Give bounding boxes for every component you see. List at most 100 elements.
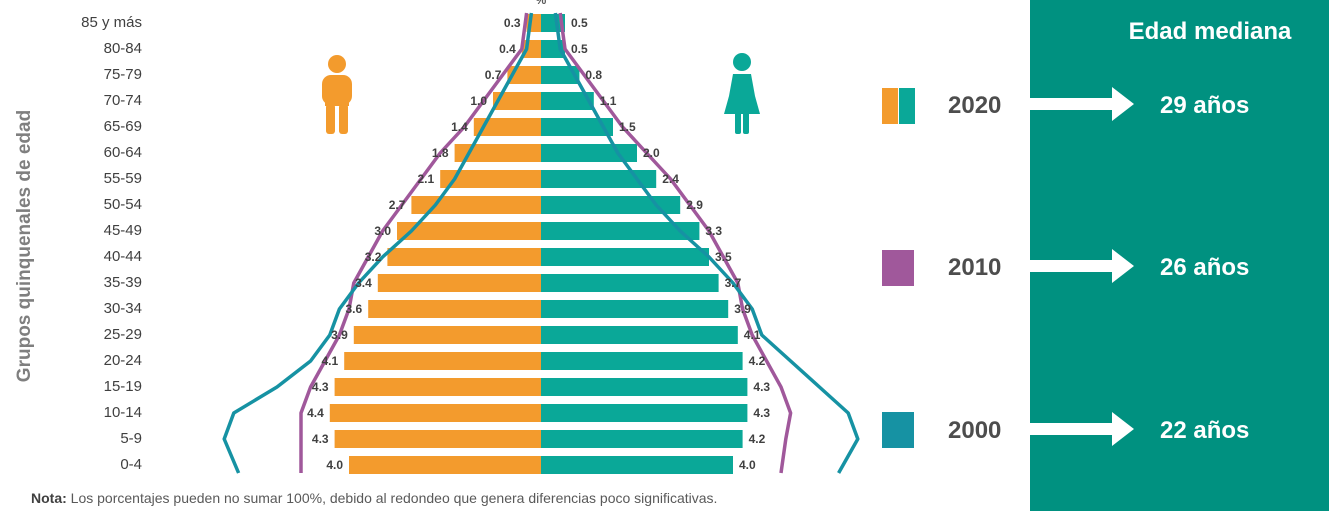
age-group-label: 55-59: [104, 170, 142, 187]
value-label-female: 2.0: [643, 146, 660, 160]
value-label-male: 4.0: [326, 458, 343, 472]
footnote-text: Los porcentajes pueden no sumar 100%, de…: [66, 490, 718, 506]
legend-year-2020: 2020: [948, 92, 1002, 119]
value-label-male: 3.9: [331, 328, 348, 342]
bar-male: [353, 326, 541, 344]
unit-label: %: [536, 0, 547, 7]
bar-male: [344, 352, 541, 370]
value-label-male: 0.3: [504, 16, 521, 30]
value-label-female: 4.0: [739, 458, 756, 472]
female-figure-icon: [724, 53, 760, 134]
age-group-label: 50-54: [104, 196, 142, 213]
value-label-male: 4.4: [307, 406, 324, 420]
value-label-male: 2.1: [418, 172, 435, 186]
value-label-male: 4.3: [312, 432, 329, 446]
value-label-male: 3.0: [374, 224, 391, 238]
bar-female: [541, 430, 743, 448]
age-group-label: 65-69: [104, 118, 142, 135]
y-axis-title: Grupos quinquenales de edad: [14, 110, 35, 382]
bar-female: [541, 144, 637, 162]
age-group-label: 60-64: [104, 144, 142, 161]
age-group-label: 15-19: [104, 378, 142, 395]
bar-male: [493, 92, 541, 110]
bar-female: [541, 118, 613, 136]
age-group-label: 40-44: [104, 248, 142, 265]
value-label-male: 3.6: [346, 302, 363, 316]
bar-male: [329, 404, 541, 422]
legend-row-2020: 2020 29 años: [0, 84, 1329, 124]
bar-male: [454, 144, 541, 162]
bar-male: [397, 222, 541, 240]
value-label-female: 4.3: [753, 406, 770, 420]
value-label-male: 3.2: [365, 250, 382, 264]
value-label-male: 1.0: [470, 94, 487, 108]
footnote: Nota: Los porcentajes pueden no sumar 10…: [31, 490, 717, 506]
legend-year-2000: 2000: [948, 417, 1002, 444]
value-label-female: 3.3: [705, 224, 722, 238]
value-label-male: 0.4: [499, 42, 516, 56]
legend-swatch-2020-female: [899, 88, 915, 124]
arrow-right-icon: [1030, 412, 1134, 446]
value-label-male: 4.3: [312, 380, 329, 394]
panel-title: Edad mediana: [1128, 18, 1292, 45]
bar-female: [541, 92, 594, 110]
bar-male: [473, 118, 541, 136]
arrow-right-icon: [1030, 87, 1134, 121]
age-group-label: 20-24: [104, 352, 142, 369]
arrow-right-icon: [1030, 249, 1134, 283]
footnote-label: Nota:: [31, 490, 67, 506]
age-group-label: 70-74: [104, 92, 142, 109]
value-label-female: 4.3: [753, 380, 770, 394]
outline-2000-female: [553, 12, 860, 474]
value-label-female: 2.4: [662, 172, 679, 186]
bar-male: [368, 300, 541, 318]
bar-male: [387, 248, 541, 266]
legend-swatch-2020-male: [882, 88, 898, 124]
value-label-female: 1.1: [600, 94, 617, 108]
bar-female: [541, 274, 719, 292]
outline-2010-female: [558, 12, 793, 474]
bar-female: [541, 352, 743, 370]
bar-female: [541, 248, 709, 266]
bar-male: [334, 430, 541, 448]
age-group-label: 10-14: [104, 404, 142, 421]
value-label-male: 3.4: [355, 276, 372, 290]
legend-row-2000: 2000 22 años: [0, 409, 1329, 449]
value-label-female: 2.9: [686, 198, 703, 212]
value-label-male: 1.4: [451, 120, 468, 134]
bar-male: [411, 196, 541, 214]
value-label-female: 4.1: [744, 328, 761, 342]
labels-layer: 85 y más 0.3 0.5 80-84 0.4 0.5 75-79 0.7 0.8 70-7…: [81, 14, 770, 473]
outline-2000-male: [222, 12, 534, 474]
value-label-male: 1.8: [432, 146, 449, 160]
bar-male: [377, 274, 541, 292]
age-group-label: 0-4: [120, 456, 142, 473]
median-age-2010: 26 años: [1160, 254, 1250, 281]
bar-female: [541, 66, 580, 84]
value-label-female: 0.5: [571, 42, 588, 56]
legend-swatch-2000: [882, 412, 914, 448]
median-age-2020: 29 años: [1160, 92, 1250, 119]
value-label-female: 3.5: [715, 250, 732, 264]
age-group-label: 75-79: [104, 66, 142, 83]
age-group-label: 5-9: [120, 430, 142, 447]
bar-female: [541, 404, 748, 422]
legend-year-2010: 2010: [948, 254, 1002, 281]
bar-male: [334, 378, 541, 396]
bar-female: [541, 456, 733, 474]
age-group-label: 85 y más: [81, 14, 142, 31]
value-label-female: 4.2: [749, 354, 766, 368]
value-label-male: 0.7: [485, 68, 502, 82]
value-label-female: 3.7: [725, 276, 742, 290]
value-label-male: 2.7: [389, 198, 406, 212]
age-group-label: 45-49: [104, 222, 142, 239]
legend-swatch-2010: [882, 250, 914, 286]
value-label-female: 3.9: [734, 302, 751, 316]
age-group-label: 30-34: [104, 300, 142, 317]
bar-female: [541, 170, 657, 188]
outline-layer: [222, 12, 860, 474]
value-label-male: 4.1: [322, 354, 339, 368]
bar-female: [541, 378, 748, 396]
bar-female: [541, 196, 681, 214]
population-pyramid-chart: % Grupos quinquenales de edad 85 y más 0.…: [14, 0, 860, 474]
